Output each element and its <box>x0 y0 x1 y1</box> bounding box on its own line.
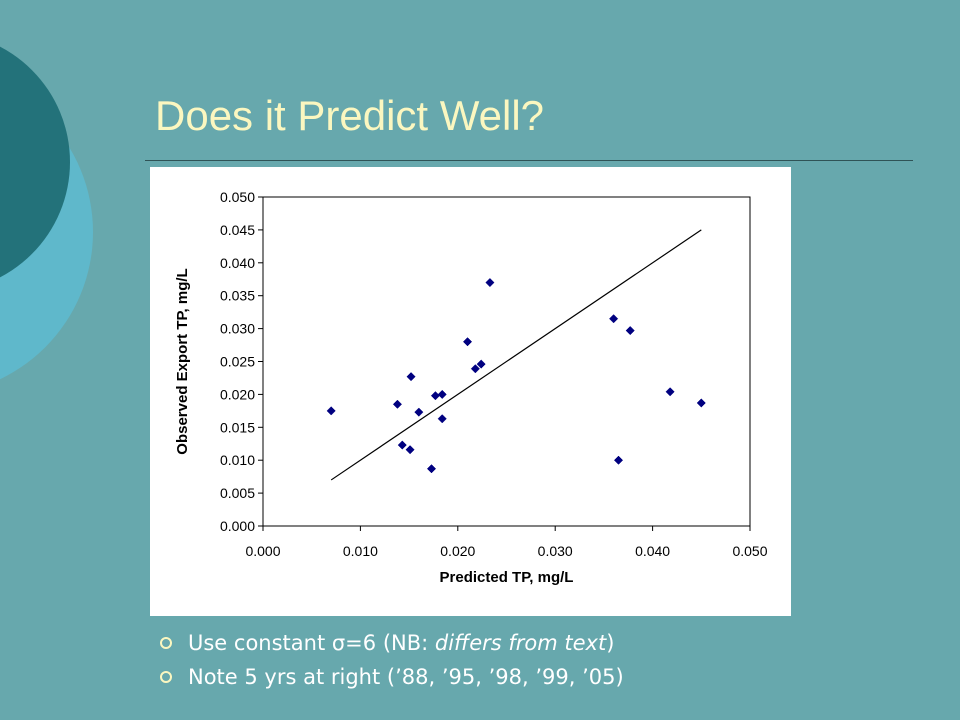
data-point <box>462 337 473 347</box>
bullet-text: Note 5 yrs at right (’88, ’95, ’98, ’99,… <box>188 665 624 689</box>
y-axis-label: Observed Export TP, mg/L <box>174 268 191 454</box>
y-tick-label: 0.040 <box>220 255 255 271</box>
data-point <box>470 364 480 374</box>
x-tick-label: 0.030 <box>538 543 573 559</box>
data-point <box>392 399 402 409</box>
y-tick-label: 0.000 <box>220 518 255 534</box>
data-point <box>613 455 624 465</box>
data-point <box>437 414 447 424</box>
y-tick-label: 0.020 <box>220 386 255 402</box>
data-point <box>665 387 675 397</box>
data-point <box>625 326 635 336</box>
title-divider <box>145 160 913 161</box>
data-point <box>609 314 619 324</box>
dark-circle <box>0 46 70 278</box>
bullet-circle-icon <box>160 637 172 649</box>
data-point <box>437 389 447 399</box>
data-point <box>406 372 416 382</box>
bullet-italic-text: differs from text <box>434 631 607 655</box>
data-point <box>696 398 706 408</box>
y-tick-label: 0.025 <box>220 354 255 370</box>
y-tick-label: 0.030 <box>220 321 255 337</box>
plot-area: 0.000 0.005 0.010 0.015 0.020 0.025 0.030 0.035… <box>174 189 768 586</box>
x-tick-label: 0.020 <box>440 543 475 559</box>
data-point <box>405 445 415 455</box>
x-tick-label: 0.010 <box>343 543 378 559</box>
y-tick-label: 0.005 <box>220 485 255 501</box>
y-tick-label: 0.015 <box>220 419 255 435</box>
scatter-chart: 0.000 0.005 0.010 0.015 0.020 0.025 0.030 0.035… <box>174 189 768 586</box>
data-point <box>397 440 407 450</box>
x-axis-label: Predicted TP, mg/L <box>440 569 574 586</box>
decorative-circles <box>0 46 93 380</box>
data-point <box>414 407 424 417</box>
one-to-one-line <box>330 229 702 481</box>
slide-title: Does it Predict Well? <box>155 92 545 139</box>
data-point <box>426 464 437 474</box>
y-tick-label: 0.010 <box>220 452 255 468</box>
data-point <box>485 277 495 288</box>
bullet-item: Use constant σ=6 (NB: differs from text) <box>160 626 624 660</box>
chart-panel: 0.000 0.005 0.010 0.015 0.020 0.025 0.030 0.035… <box>150 167 791 616</box>
bullet-list: Use constant σ=6 (NB: differs from text)… <box>160 626 624 694</box>
y-tick-label: 0.035 <box>220 288 255 304</box>
y-tick-label: 0.050 <box>220 189 255 205</box>
bullet-circle-icon <box>160 671 172 683</box>
x-tick-label: 0.050 <box>732 543 767 559</box>
data-point <box>476 359 486 369</box>
data-point <box>326 406 336 416</box>
bullet-text: ) <box>606 631 615 655</box>
y-tick-label: 0.045 <box>220 222 255 238</box>
x-tick-label: 0.040 <box>635 543 670 559</box>
bullet-text: Use constant σ=6 (NB: <box>188 631 435 655</box>
bullet-item: Note 5 yrs at right (’88, ’95, ’98, ’99,… <box>160 660 624 694</box>
data-point <box>430 391 440 401</box>
x-tick-label: 0.000 <box>245 543 280 559</box>
